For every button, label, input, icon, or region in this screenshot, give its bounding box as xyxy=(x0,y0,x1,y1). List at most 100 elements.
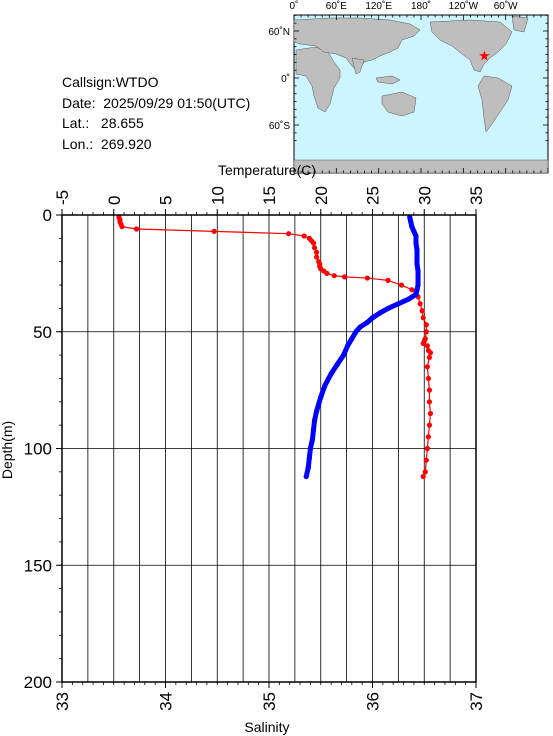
land-south-america xyxy=(477,75,513,133)
bottom-tick-label: 36 xyxy=(364,692,383,711)
temperature-point xyxy=(317,263,323,269)
temperature-point xyxy=(318,266,324,272)
bottom-tick-label: 37 xyxy=(467,692,486,711)
chart-grid xyxy=(61,214,477,683)
map-top-labels: 0˚ 60˚E 120˚E 180˚ 120˚W 60˚W xyxy=(290,0,519,12)
top-tick-label: 5 xyxy=(157,196,176,205)
land-north-america xyxy=(429,19,513,73)
temperature-point xyxy=(341,274,348,280)
temperature-point xyxy=(427,350,434,356)
left-tick-label: 50 xyxy=(33,323,52,342)
temperature-point xyxy=(425,347,431,354)
salinity-point xyxy=(318,394,324,400)
map-tick-marks xyxy=(293,14,549,173)
salinity-point xyxy=(408,219,414,225)
temperature-point xyxy=(409,287,415,293)
salinity-series xyxy=(303,214,421,480)
map-lon-label: 0˚ xyxy=(290,0,299,12)
station-marker-icon: ★ xyxy=(478,48,491,64)
temperature-point xyxy=(424,343,430,349)
land-eurasia xyxy=(293,17,421,73)
salinity-point xyxy=(314,408,320,414)
land-indonesia xyxy=(375,75,401,85)
salinity-point xyxy=(406,296,412,302)
salinity-point xyxy=(413,291,419,297)
salinity-point xyxy=(349,336,355,342)
latitude-text: Lat.: 28.655 xyxy=(62,115,144,131)
temperature-line xyxy=(118,216,432,478)
temperature-point xyxy=(426,399,433,405)
salinity-point xyxy=(303,473,309,480)
salinity-line xyxy=(303,214,421,480)
temperature-point xyxy=(118,221,124,227)
salinity-point xyxy=(305,464,311,470)
salinity-point xyxy=(385,305,391,311)
temperature-point xyxy=(423,457,429,463)
salinity-point xyxy=(414,287,420,293)
top-tick-label: 0 xyxy=(105,196,124,205)
temperature-point xyxy=(321,268,327,274)
salinity-point xyxy=(328,371,334,377)
bottom-axis-label: Salinity xyxy=(244,719,289,735)
salinity-point xyxy=(414,261,420,267)
temperature-point xyxy=(133,226,140,232)
salinity-point xyxy=(334,361,340,368)
bottom-tick-label: 33 xyxy=(53,692,72,711)
salinity-point xyxy=(306,455,312,461)
salinity-point xyxy=(413,233,419,239)
temperature-point xyxy=(427,410,434,417)
salinity-point xyxy=(307,445,313,452)
temperature-point xyxy=(311,245,318,251)
temperature-point xyxy=(398,282,405,288)
temperature-point xyxy=(385,277,391,283)
salinity-point xyxy=(395,301,401,307)
top-tick-label: -5 xyxy=(53,190,72,205)
salinity-point xyxy=(415,275,421,281)
salinity-point xyxy=(310,427,317,433)
salinity-point xyxy=(357,324,363,330)
bottom-tick-label: 34 xyxy=(157,692,176,711)
left-tick-label: 100 xyxy=(24,440,52,459)
salinity-point xyxy=(414,254,420,260)
salinity-point xyxy=(369,315,376,321)
left-tick-label: 0 xyxy=(43,206,52,225)
salinity-point xyxy=(345,343,351,349)
map-lat-label: 60˚S xyxy=(269,120,290,132)
temperature-point xyxy=(314,249,320,255)
temperature-point xyxy=(316,259,322,265)
longitude-text: Lon.: 269.920 xyxy=(62,135,152,152)
temperature-point xyxy=(117,217,123,223)
salinity-point xyxy=(309,436,316,442)
map-left-labels: 60˚N 0˚ 60˚S xyxy=(268,26,290,132)
temperature-point xyxy=(306,235,312,241)
temperature-point xyxy=(364,275,370,281)
temperature-point xyxy=(423,322,429,328)
temperature-point xyxy=(310,240,317,246)
temperature-point xyxy=(117,219,123,225)
callsign-text: Callsign:WTDO xyxy=(62,74,159,90)
temperature-point xyxy=(424,445,430,452)
temperature-point xyxy=(420,473,426,480)
temperature-series xyxy=(116,214,434,480)
salinity-point xyxy=(377,310,383,316)
plot-frame xyxy=(61,214,477,683)
bottom-tick-label: 35 xyxy=(260,692,279,711)
temperature-point xyxy=(426,422,433,428)
temperature-point xyxy=(423,329,429,335)
temperature-point xyxy=(417,301,423,307)
salinity-point xyxy=(364,319,370,326)
map-lat-label: 0˚ xyxy=(281,73,290,85)
temperature-point xyxy=(422,336,428,342)
left-tick-label: 150 xyxy=(24,556,52,575)
temperature-point xyxy=(424,364,430,370)
date-text: Date: 2025/09/29 01:50(UTC) xyxy=(62,94,251,111)
salinity-point xyxy=(340,352,347,358)
station-info: Callsign:WTDO Date: 2025/09/29 01:50(UTC… xyxy=(62,72,292,154)
salinity-point xyxy=(353,329,359,335)
temperature-point xyxy=(308,238,315,244)
map-lon-label: 120˚E xyxy=(365,0,392,12)
temperature-point xyxy=(420,340,426,347)
temperature-point xyxy=(286,231,292,237)
chart-series xyxy=(116,214,434,480)
